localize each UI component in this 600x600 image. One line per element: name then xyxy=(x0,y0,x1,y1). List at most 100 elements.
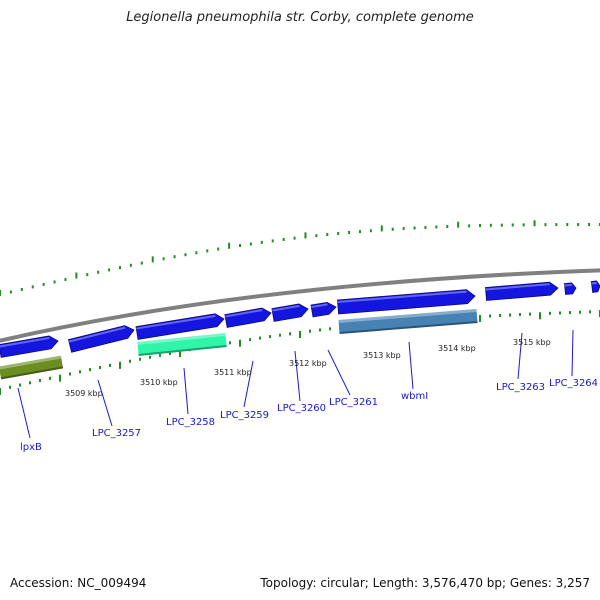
outer-tick xyxy=(20,287,23,291)
gene-bar-body xyxy=(338,309,478,334)
gene-label: LPC_3259 xyxy=(220,410,269,421)
outer-tick xyxy=(380,225,383,232)
gene-arrow-highlight xyxy=(68,326,126,343)
leader-line xyxy=(183,367,189,415)
outer-tick xyxy=(249,242,252,246)
outer-tick xyxy=(9,290,12,294)
gene-arrow xyxy=(67,325,135,353)
inner-tick xyxy=(59,374,61,382)
gene-arrow xyxy=(0,335,59,358)
inner-tick xyxy=(309,329,311,333)
outer-tick xyxy=(424,225,427,229)
inner-tick xyxy=(289,332,291,336)
gene-arrow-highlight xyxy=(311,303,328,309)
outer-tick xyxy=(304,232,307,239)
inner-tick xyxy=(259,336,261,340)
inner-tick xyxy=(329,327,331,331)
kbp-label: 3515 kbp xyxy=(513,338,551,347)
outer-tick xyxy=(31,285,34,289)
gene-bar-body xyxy=(137,333,227,356)
outer-tick xyxy=(489,223,492,227)
outer-tick xyxy=(446,225,449,229)
map-title: Legionella pneumophila str. Corby, compl… xyxy=(126,10,474,25)
outer-tick-ring xyxy=(0,220,600,296)
leader-line xyxy=(97,379,113,427)
kbp-label: 3511 kbp xyxy=(214,368,252,377)
outer-tick xyxy=(402,227,405,231)
gene-bar-shadow xyxy=(138,344,227,356)
inner-tick xyxy=(279,333,281,337)
inner-tick xyxy=(79,370,81,374)
outer-tick xyxy=(151,256,154,263)
outer-tick xyxy=(64,277,67,281)
leader-line xyxy=(243,360,254,408)
outer-tick xyxy=(544,223,547,227)
label-leaders xyxy=(17,329,574,439)
outer-tick xyxy=(326,233,329,237)
gene-bar-highlight xyxy=(137,333,226,346)
leader-line xyxy=(17,387,31,439)
inner-tick xyxy=(569,311,571,315)
inner-tick xyxy=(119,361,121,369)
gene-arrow-highlight xyxy=(0,336,50,348)
inner-tick xyxy=(489,314,491,318)
gene-bar-body xyxy=(0,355,64,380)
outer-tick xyxy=(479,224,481,228)
inner-tick xyxy=(589,310,591,314)
inner-tick xyxy=(39,379,41,383)
inner-tick xyxy=(479,315,481,323)
leader-line xyxy=(294,350,301,402)
inner-tick xyxy=(169,351,171,355)
inner-tick xyxy=(29,381,31,385)
outer-tick xyxy=(522,223,525,227)
gene-arrow-body xyxy=(135,313,225,340)
gene-arrow-body xyxy=(564,282,577,295)
outer-tick xyxy=(271,239,274,243)
gene-arrow-body xyxy=(337,289,476,315)
inner-tick xyxy=(509,313,511,317)
outer-tick xyxy=(359,230,361,234)
outer-tick xyxy=(293,236,296,240)
inner-tick xyxy=(139,357,141,361)
inner-tick xyxy=(9,385,11,389)
outer-tick xyxy=(119,266,121,270)
gene-label: LPC_3261 xyxy=(329,397,378,408)
inner-tick xyxy=(249,338,251,342)
inner-tick xyxy=(549,311,551,315)
gene-arrow-body xyxy=(224,307,272,328)
gene-bar xyxy=(0,355,64,380)
inner-tick xyxy=(69,372,71,376)
inner-tick xyxy=(579,310,581,314)
inner-tick xyxy=(229,341,231,345)
inner-tick xyxy=(89,368,91,372)
inner-tick xyxy=(129,359,131,363)
outer-tick xyxy=(184,253,187,257)
gene-arrow-body xyxy=(590,280,600,293)
inner-tick xyxy=(159,353,161,357)
kbp-label: 3514 kbp xyxy=(438,344,476,353)
kbp-label: 3512 kbp xyxy=(289,359,327,368)
gene-label: LPC_3263 xyxy=(496,382,545,393)
outer-tick xyxy=(566,223,569,227)
inner-tick xyxy=(319,328,321,332)
gene-arrow xyxy=(337,289,476,315)
gene-arrow-body xyxy=(67,325,135,353)
leader-line xyxy=(517,332,523,380)
outer-tick xyxy=(457,221,460,228)
gene-labels: lpxBLPC_3257LPC_3258LPC_3259LPC_3260LPC_… xyxy=(20,378,598,453)
gene-bar-highlight xyxy=(0,355,62,370)
inner-tick xyxy=(99,366,101,369)
inner-tick xyxy=(539,312,541,320)
gene-arrow xyxy=(271,303,309,322)
gene-arrow-highlight xyxy=(485,283,550,291)
outer-tick xyxy=(97,270,100,274)
inner-tick xyxy=(179,350,181,358)
accession-text: Accession: NC_009494 xyxy=(10,576,147,590)
gene-arrow-body xyxy=(485,281,559,301)
outer-tick xyxy=(391,227,394,231)
inner-tick xyxy=(109,363,111,367)
gene-track xyxy=(0,280,600,380)
gene-label: LPC_3264 xyxy=(549,378,598,389)
outer-tick xyxy=(337,231,340,235)
inner-tick xyxy=(519,313,521,317)
